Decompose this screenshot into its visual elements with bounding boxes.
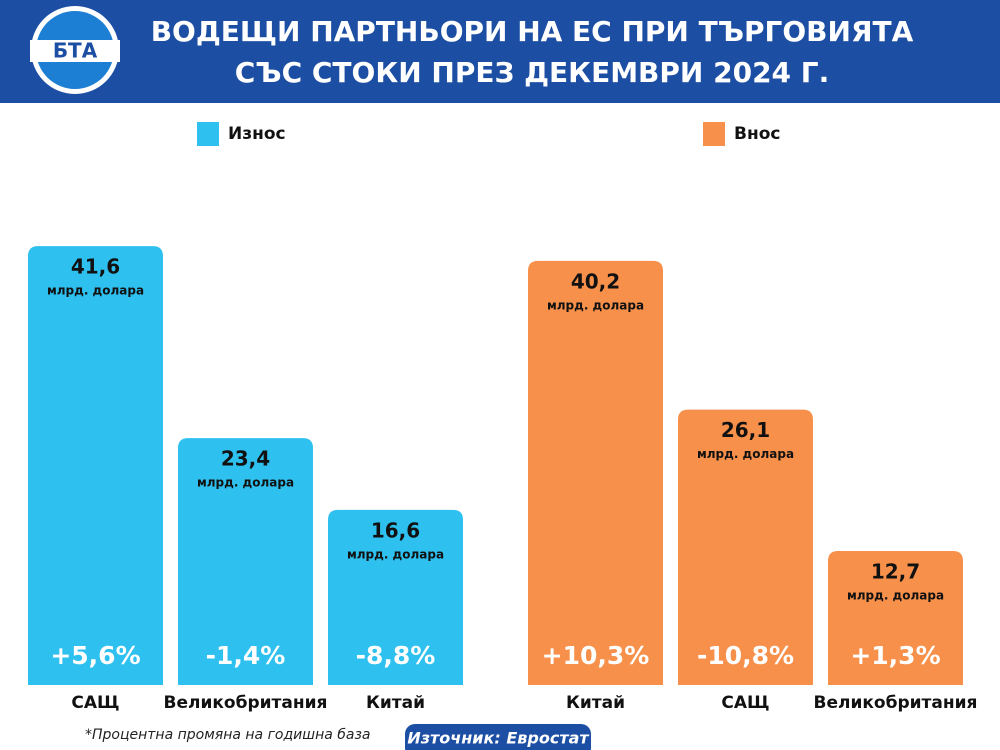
bar [528,260,663,685]
source-box [405,724,591,750]
legend-label: Внос [734,124,780,144]
change-label: +10,3% [542,641,650,670]
bar [328,509,463,685]
title-line: СЪС СТОКИ ПРЕЗ ДЕКЕМВРИ 2024 Г. [235,56,830,89]
value-unit: млрд. долара [847,589,944,603]
legend-swatch [703,122,725,146]
header-band [0,0,1000,103]
change-label: -8,8% [356,641,436,670]
category-label: Великобритания [164,693,328,713]
change-label: +1,3% [850,641,940,670]
bar [28,246,163,685]
change-label: +5,6% [50,641,140,670]
category-label: Великобритания [814,693,978,713]
value-unit: млрд. долара [197,476,294,490]
category-label: САЩ [721,693,769,713]
value-label: 26,1 [721,418,770,442]
category-label: САЩ [71,693,119,713]
value-label: 40,2 [571,269,620,293]
bar [828,551,963,685]
legend-swatch [197,122,219,146]
change-label: -1,4% [206,641,286,670]
change-label: -10,8% [697,641,794,670]
value-label: 41,6 [71,255,120,279]
logo-band [30,40,120,62]
value-unit: млрд. долара [697,447,794,461]
category-label: Китай [566,693,625,713]
value-label: 23,4 [221,447,270,471]
value-unit: млрд. долара [347,547,444,561]
category-label: Китай [366,693,425,713]
value-label: 16,6 [371,518,420,542]
bar [678,409,813,685]
value-label: 12,7 [871,560,920,584]
value-unit: млрд. долара [47,284,144,298]
legend-label: Износ [228,124,286,144]
source: Източник: Евростат [407,729,590,748]
logo-text: БТА [53,39,98,63]
title-line: ВОДЕЩИ ПАРТНЬОРИ НА ЕС ПРИ ТЪРГОВИЯТА [151,15,914,48]
value-unit: млрд. долара [547,298,644,312]
footnote: *Процентна промяна на годишна база [85,727,371,743]
bar [178,438,313,685]
